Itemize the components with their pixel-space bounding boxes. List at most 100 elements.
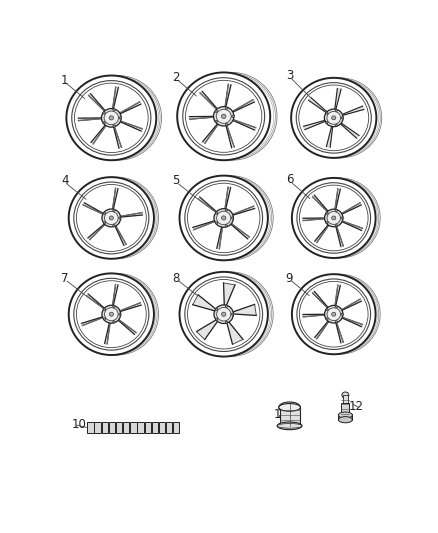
Ellipse shape [113,209,115,212]
Polygon shape [193,220,217,230]
Text: 12: 12 [348,400,363,413]
Ellipse shape [102,109,121,127]
Polygon shape [312,292,329,310]
Polygon shape [86,294,106,310]
Polygon shape [339,122,359,138]
Ellipse shape [341,313,343,316]
Polygon shape [225,187,231,212]
Bar [102,422,108,433]
Ellipse shape [225,225,228,227]
Polygon shape [339,299,361,311]
Polygon shape [335,189,340,212]
Ellipse shape [215,318,218,320]
Polygon shape [339,203,361,215]
Polygon shape [112,188,118,212]
Text: 10: 10 [72,418,87,431]
Polygon shape [217,224,223,249]
Bar [130,422,137,433]
Ellipse shape [335,209,338,212]
Polygon shape [230,119,256,130]
Polygon shape [335,88,341,111]
Ellipse shape [76,184,146,252]
Ellipse shape [325,109,343,127]
Polygon shape [78,118,104,120]
Ellipse shape [335,124,338,127]
Ellipse shape [326,212,328,214]
Ellipse shape [339,417,352,423]
Polygon shape [335,285,340,308]
Ellipse shape [72,80,151,155]
Bar [166,422,172,433]
Ellipse shape [232,115,234,118]
Polygon shape [226,123,234,148]
Ellipse shape [299,85,369,151]
Polygon shape [229,222,250,239]
Ellipse shape [277,422,302,430]
Polygon shape [228,304,256,316]
Ellipse shape [187,183,260,253]
Ellipse shape [215,110,218,112]
Ellipse shape [292,274,376,354]
Polygon shape [304,120,328,130]
Ellipse shape [119,217,121,219]
Ellipse shape [231,313,234,316]
Polygon shape [226,318,243,344]
Polygon shape [303,314,327,317]
Ellipse shape [109,116,113,120]
Polygon shape [117,102,141,115]
Ellipse shape [231,217,234,219]
Ellipse shape [327,111,341,124]
Ellipse shape [74,278,149,350]
Ellipse shape [69,273,154,355]
Ellipse shape [221,114,226,118]
Ellipse shape [214,208,233,227]
Ellipse shape [326,309,328,311]
Ellipse shape [215,222,218,224]
Polygon shape [303,218,327,221]
Ellipse shape [185,181,262,255]
Polygon shape [112,87,118,111]
Polygon shape [114,224,126,246]
Bar [145,422,151,433]
Bar [159,422,165,433]
Ellipse shape [213,107,234,126]
Bar [138,422,144,433]
Ellipse shape [185,277,262,351]
Polygon shape [197,317,220,340]
Ellipse shape [105,212,118,224]
Ellipse shape [300,281,368,347]
Ellipse shape [102,209,121,227]
Ellipse shape [341,217,343,219]
Ellipse shape [180,272,268,357]
Ellipse shape [296,83,371,153]
Polygon shape [189,116,216,119]
Ellipse shape [103,308,106,311]
Ellipse shape [297,183,371,253]
Ellipse shape [326,122,328,124]
Ellipse shape [335,305,338,308]
Ellipse shape [103,222,106,224]
Polygon shape [88,94,107,113]
Ellipse shape [104,111,119,125]
Polygon shape [105,320,110,344]
Bar [95,422,101,433]
Ellipse shape [119,313,121,316]
Polygon shape [113,124,122,148]
Text: 4: 4 [61,174,68,188]
Ellipse shape [177,72,270,160]
Ellipse shape [332,216,336,220]
Text: 1: 1 [61,75,68,87]
Ellipse shape [222,312,226,316]
Ellipse shape [109,312,113,316]
Ellipse shape [183,78,265,155]
Polygon shape [308,98,329,114]
Bar [343,395,348,405]
Text: 9: 9 [286,271,293,285]
Ellipse shape [326,318,328,320]
Ellipse shape [327,212,340,224]
Polygon shape [83,203,106,215]
Polygon shape [312,195,329,213]
Polygon shape [118,120,142,131]
Ellipse shape [326,222,328,224]
Bar [339,414,352,419]
